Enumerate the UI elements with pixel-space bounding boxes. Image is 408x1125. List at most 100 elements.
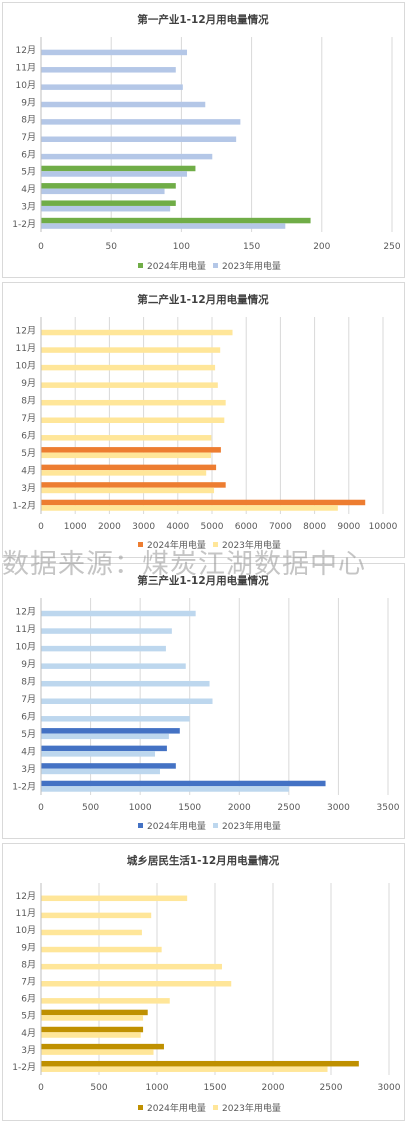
legend-swatch <box>213 1105 218 1110</box>
x-tick-label: 3500 <box>377 803 400 813</box>
y-tick-label: 7月 <box>21 413 36 424</box>
y-tick-label: 8月 <box>21 676 36 687</box>
y-tick-label: 9月 <box>21 97 36 108</box>
bar-2024 <box>41 1060 359 1067</box>
y-tick-label: 5月 <box>21 167 36 178</box>
y-tick-label: 10月 <box>16 641 36 652</box>
y-tick-label: 1-2月 <box>12 219 36 230</box>
y-tick-label: 11月 <box>16 908 36 919</box>
y-tick-label: 4月 <box>21 466 36 477</box>
bar-2024 <box>41 1009 148 1016</box>
bar-chart: 第三产业1-12月用电量情况 0 500 1000 1500 2000 2500 3000 35… <box>12 574 400 832</box>
x-tick-label: 3000 <box>378 1083 401 1093</box>
y-tick-label: 4月 <box>21 747 36 758</box>
legend-swatch <box>213 823 218 828</box>
x-tick-label: 0 <box>38 1083 44 1093</box>
x-tick-label: 1000 <box>129 803 152 813</box>
bar-2024 <box>41 745 167 752</box>
y-tick-label: 7月 <box>21 694 36 705</box>
bar-2023 <box>41 768 160 775</box>
x-tick-label: 3000 <box>327 803 350 813</box>
bar-2023 <box>41 628 172 634</box>
y-tick-label: 4月 <box>21 184 36 195</box>
legend-swatch <box>138 1105 143 1110</box>
bar-2023 <box>41 895 188 902</box>
x-tick-label: 7000 <box>269 522 292 532</box>
y-tick-label: 1-2月 <box>12 501 36 512</box>
bar-2023 <box>41 663 186 669</box>
legend-swatch <box>138 263 143 268</box>
bar-2023 <box>41 84 183 90</box>
legend-label: 2023年用电量 <box>222 820 281 832</box>
y-tick-label: 5月 <box>21 448 36 459</box>
x-tick-label: 200 <box>313 242 330 252</box>
legend-label: 2024年用电量 <box>147 260 206 272</box>
y-tick-label: 12月 <box>16 606 36 617</box>
bar-2024 <box>41 165 196 172</box>
bar-2023 <box>41 751 156 757</box>
bar-2023 <box>41 645 166 652</box>
x-tick-label: 2000 <box>98 522 121 532</box>
bar-2023 <box>41 382 218 388</box>
x-tick-label: 9000 <box>337 522 360 532</box>
bar-2024 <box>41 1043 164 1050</box>
bar-2023 <box>41 733 169 740</box>
chart-title: 城乡居民生活1-12月用电量情况 <box>127 854 280 867</box>
bar-2023 <box>41 1066 328 1072</box>
chart-panel-residential: 城乡居民生活1-12月用电量情况 0 500 1000 1500 2000 2500 3000… <box>2 843 405 1121</box>
bar-2023 <box>41 470 207 476</box>
x-tick-label: 1000 <box>146 1083 169 1093</box>
bar-2023 <box>41 347 221 353</box>
y-tick-label: 12月 <box>16 891 36 902</box>
y-tick-label: 7月 <box>21 132 36 143</box>
y-tick-label: 9月 <box>21 659 36 670</box>
bar-2024 <box>41 200 176 206</box>
bar-2023 <box>41 101 206 108</box>
bar-2023 <box>41 136 237 142</box>
bar-2023 <box>41 329 233 336</box>
x-tick-label: 1500 <box>204 1083 227 1093</box>
bar-2023 <box>41 435 212 441</box>
x-tick-label: 500 <box>90 1083 107 1093</box>
x-tick-label: 250 <box>383 242 400 252</box>
bar-2023 <box>41 67 176 73</box>
bar-2023 <box>41 698 213 704</box>
y-tick-label: 9月 <box>21 378 36 389</box>
x-tick-label: 1500 <box>178 803 201 813</box>
legend-swatch <box>138 823 143 828</box>
x-tick-label: 10000 <box>369 522 398 532</box>
chart-title: 第一产业1-12月用电量情况 <box>137 13 269 26</box>
legend-label: 2024年用电量 <box>147 820 206 832</box>
y-tick-label: 1-2月 <box>12 782 36 793</box>
x-tick-label: 2500 <box>277 803 300 813</box>
y-tick-label: 6月 <box>21 994 36 1005</box>
bar-2023 <box>41 981 232 987</box>
bar-2023 <box>41 223 286 229</box>
legend-label: 2023年用电量 <box>222 539 281 551</box>
y-tick-label: 3月 <box>21 201 36 212</box>
bar-2023 <box>41 963 222 970</box>
legend-label: 2023年用电量 <box>222 1102 281 1114</box>
bar-2024 <box>41 482 226 488</box>
x-tick-label: 3000 <box>132 522 155 532</box>
legend-swatch <box>213 542 218 547</box>
x-tick-label: 0 <box>38 242 44 252</box>
bar-2023 <box>41 153 213 160</box>
y-tick-label: 12月 <box>16 325 36 336</box>
bar-2023 <box>41 716 190 722</box>
bar-2023 <box>41 452 211 459</box>
bar-2023 <box>41 1049 154 1055</box>
bar-2023 <box>41 119 241 125</box>
bar-2024 <box>41 217 311 224</box>
bar-2023 <box>41 610 196 617</box>
bar-chart: 城乡居民生活1-12月用电量情况 0 500 1000 1500 2000 2500 3000… <box>12 854 401 1114</box>
bar-2023 <box>41 946 162 953</box>
x-tick-label: 5000 <box>201 522 224 532</box>
y-tick-label: 5月 <box>21 1011 36 1022</box>
bar-2023 <box>41 998 170 1004</box>
y-tick-label: 11月 <box>16 63 36 74</box>
legend-swatch <box>213 263 218 268</box>
y-tick-label: 5月 <box>21 729 36 740</box>
y-tick-label: 10月 <box>16 925 36 936</box>
legend-label: 2024年用电量 <box>147 539 206 551</box>
